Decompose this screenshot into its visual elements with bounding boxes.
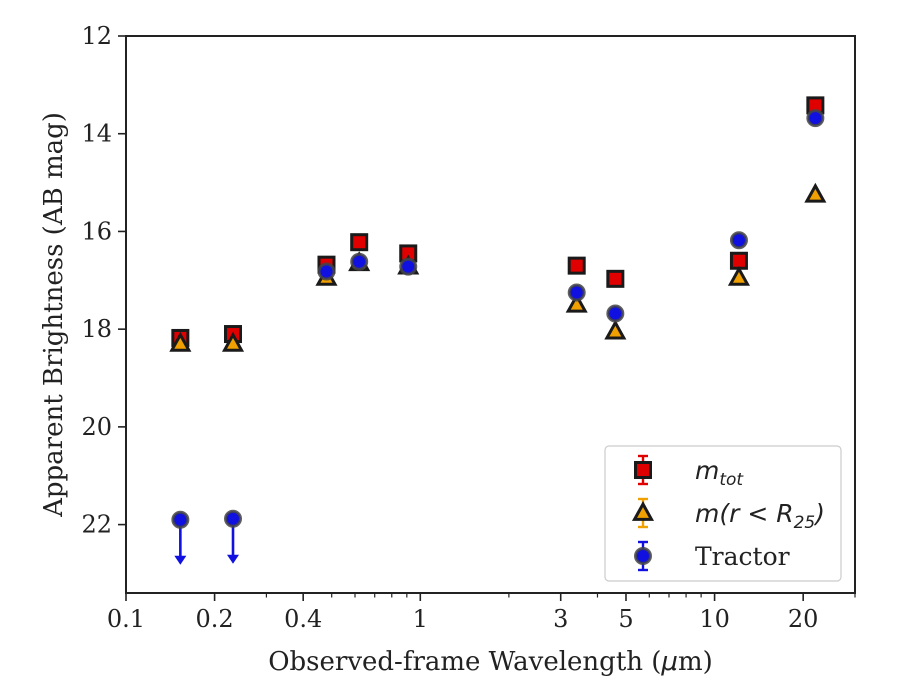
- data-point-mtot: [606, 269, 625, 288]
- legend-entry-tractor: Tractor: [634, 540, 790, 572]
- y-tick-label: 22: [81, 511, 112, 539]
- data-point-mr25: [804, 182, 827, 203]
- legend-entry-mtot: mtot: [634, 454, 744, 490]
- data-point-tractor: [224, 509, 243, 528]
- x-tick-label: 10: [699, 605, 730, 633]
- upper-limit-arrowhead: [174, 555, 187, 565]
- x-tick-label: 0.2: [196, 605, 234, 633]
- data-point-mr25: [169, 331, 192, 352]
- x-tick-label: 5: [618, 605, 633, 633]
- y-tick-label: 14: [81, 120, 112, 148]
- x-tick-label: 0.1: [107, 605, 145, 633]
- x-tick-label: 1: [413, 605, 428, 633]
- data-point-mr25: [565, 292, 588, 313]
- x-axis-label: Observed-frame Wavelength (μm): [268, 647, 713, 677]
- legend-label-mtot: mtot: [695, 456, 744, 490]
- data-point-mr25: [727, 265, 750, 286]
- plot-frame: [125, 35, 856, 594]
- legend-box: [604, 445, 842, 582]
- data-point-tractor: [350, 252, 369, 271]
- legend-marker-tractor: [634, 547, 652, 565]
- upper-limit-arrowhead: [227, 554, 240, 564]
- legend-label-mr25: m(r < R25): [695, 499, 825, 533]
- legend: mtot m(r < R25) Tractor: [604, 445, 842, 582]
- x-tick-label: 20: [788, 605, 819, 633]
- y-tick-label: 18: [81, 315, 112, 343]
- y-tick-label: 20: [81, 413, 112, 441]
- data-point-tractor: [171, 510, 190, 529]
- y-axis-label: Apparent Brightness (AB mag): [39, 112, 69, 518]
- axis-ticks: 0.1 0.2 0.4 1 3 5 10 20 12 14 16 18 20 22: [81, 22, 856, 633]
- data-point-mr25: [221, 331, 245, 352]
- legend-marker-mtot: [634, 461, 652, 479]
- legend-marker-mr25: [631, 500, 655, 521]
- data-point-tractor: [729, 231, 748, 250]
- legend-label-tractor: Tractor: [695, 542, 790, 571]
- data-point-tractor: [567, 283, 586, 302]
- data-point-mtot: [350, 233, 369, 252]
- y-tick-label: 12: [81, 22, 112, 50]
- series-mr25: [169, 182, 827, 352]
- data-point-tractor: [317, 262, 336, 281]
- x-tick-label: 0.4: [284, 605, 322, 633]
- legend-entry-mr25: m(r < R25): [631, 497, 825, 533]
- data-point-tractor: [806, 109, 825, 128]
- plot-area: [169, 96, 827, 565]
- series-tractor: [171, 109, 825, 565]
- data-point-tractor: [606, 304, 625, 323]
- data-point-tractor: [399, 257, 418, 276]
- data-point-mtot: [567, 256, 586, 275]
- series-mtot: [171, 96, 825, 347]
- y-tick-label: 16: [81, 217, 112, 245]
- x-tick-label: 3: [553, 605, 568, 633]
- data-point-mr25: [604, 319, 627, 340]
